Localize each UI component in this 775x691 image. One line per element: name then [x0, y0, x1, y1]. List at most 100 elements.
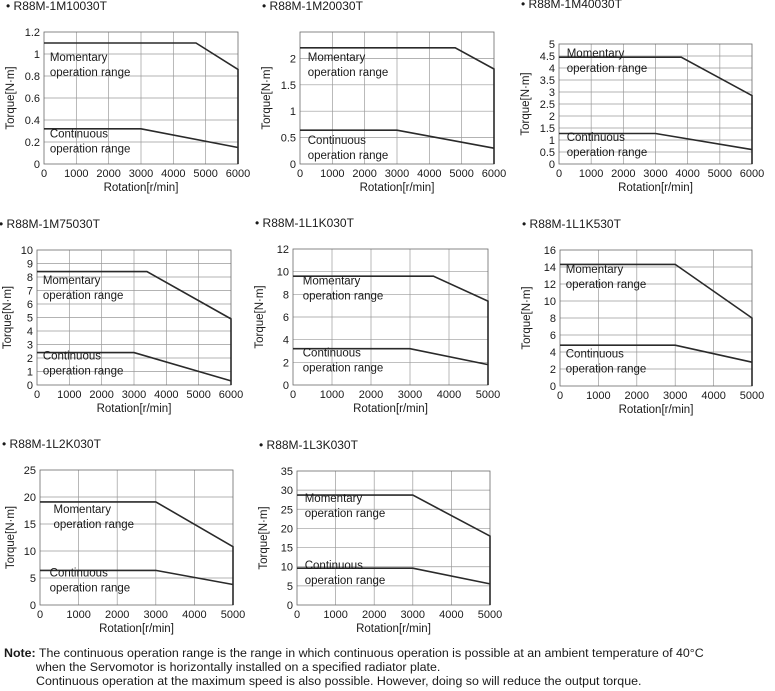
y-tick-label: 20	[281, 523, 293, 535]
y-tick-label: 15	[24, 519, 36, 531]
chart-panel: • R88M-1M75030T 0 1000 2000 3000 4000 5000 6000…	[0, 217, 243, 415]
momentary-range-label: Momentary	[54, 504, 112, 516]
note-line-2: when the Servomotor is horizontally inst…	[36, 660, 441, 674]
x-tick-label: 5000	[221, 609, 245, 621]
y-tick-label: 8	[550, 313, 556, 325]
momentary-range-label: Momentary	[43, 275, 101, 287]
continuous-curve	[44, 128, 239, 149]
y-tick-label: 3	[27, 340, 33, 352]
y-axis-label: Torque[N·m]	[2, 286, 14, 349]
x-tick-label: 3000	[385, 168, 409, 180]
momentary-range-label: operation range	[50, 67, 131, 79]
y-axis-label: Torque[N·m]	[521, 286, 533, 349]
continuous-range-label: operation range	[305, 575, 386, 587]
x-tick-label: 5000	[708, 168, 732, 180]
x-tick-label: 2000	[105, 609, 129, 621]
x-tick-label: 4000	[439, 609, 463, 621]
x-axis-label: Rotation[r/min]	[99, 623, 174, 635]
y-tick-label: 5	[549, 39, 555, 51]
chart-title: • R88M-1M75030T	[0, 217, 101, 231]
y-tick-label: 0.6	[25, 93, 40, 105]
chart-title: • R88M-1M40030T	[521, 0, 623, 11]
y-tick-label: 2	[283, 357, 289, 369]
y-tick-label: 0	[34, 159, 40, 171]
y-tick-label: 16	[544, 245, 556, 257]
x-tick-label: 0	[37, 609, 43, 621]
y-tick-label: 25	[281, 504, 293, 516]
y-tick-label: 5	[30, 573, 36, 585]
y-tick-label: 8	[27, 272, 33, 284]
x-tick-label: 6000	[219, 389, 243, 401]
continuous-range-label: operation range	[43, 365, 124, 377]
continuous-range-label: Continuous	[50, 129, 108, 141]
footnote: Note: The continuous operation range is …	[4, 646, 772, 688]
x-tick-label: 2000	[362, 609, 386, 621]
y-tick-label: 15	[281, 543, 293, 555]
x-tick-label: 5000	[476, 389, 500, 401]
momentary-curve	[40, 501, 234, 605]
x-tick-label: 0	[557, 390, 563, 402]
x-tick-label: 1000	[320, 389, 344, 401]
y-tick-label: 1	[549, 135, 555, 147]
y-tick-label: 25	[24, 465, 36, 477]
x-tick-label: 6000	[482, 168, 506, 180]
y-tick-label: 5	[27, 313, 33, 325]
y-tick-label: 20	[24, 492, 36, 504]
continuous-range-label: operation range	[566, 363, 647, 375]
chart-panel: • R88M-1L1K030T 0 1000 2000 3000 4000 5000 0 2 4 6…	[254, 216, 500, 415]
momentary-curve	[44, 42, 239, 164]
y-tick-label: 9	[27, 259, 33, 271]
momentary-range-label: Momentary	[566, 264, 624, 276]
y-tick-label: 0	[27, 380, 33, 392]
y-tick-label: 0.2	[25, 137, 40, 149]
y-axis-label: Torque[N·m]	[254, 285, 266, 348]
x-tick-label: 0	[41, 168, 47, 180]
plot-frame	[36, 249, 232, 386]
momentary-curve	[37, 270, 232, 385]
continuous-range-label: operation range	[308, 150, 389, 162]
chart-title: • R88M-1L1K530T	[522, 217, 622, 231]
momentary-range-label: operation range	[54, 519, 135, 531]
momentary-range-label: operation range	[308, 67, 389, 79]
x-axis-label: Rotation[r/min]	[104, 182, 179, 194]
note-line-1: The continuous operation range is the ra…	[38, 646, 704, 660]
continuous-curve	[300, 129, 495, 149]
x-axis-label: Rotation[r/min]	[360, 182, 435, 194]
y-tick-label: 0.5	[540, 147, 555, 159]
y-tick-label: 1	[290, 106, 296, 118]
x-tick-label: 2000	[89, 389, 113, 401]
y-tick-label: 7	[27, 286, 33, 298]
continuous-range-label: Continuous	[303, 347, 361, 359]
y-tick-label: 0.5	[281, 133, 296, 145]
momentary-curve	[560, 263, 753, 386]
x-tick-label: 3000	[144, 609, 168, 621]
x-axis-label: Rotation[r/min]	[356, 623, 431, 635]
y-tick-label: 2.5	[540, 99, 555, 111]
momentary-curve	[293, 275, 489, 385]
chart-panel: • R88M-1L2K030T 0 1000 2000 3000 4000 5000 0 5 10…	[2, 437, 245, 635]
continuous-range-label: Continuous	[567, 132, 625, 144]
y-tick-label: 0.8	[25, 71, 40, 83]
continuous-curve	[297, 567, 491, 585]
y-tick-label: 0	[549, 159, 555, 171]
continuous-curve	[559, 132, 753, 151]
y-tick-label: 4	[549, 63, 555, 75]
y-tick-label: 0	[30, 600, 36, 612]
y-tick-label: 10	[281, 562, 293, 574]
chart-panel: • R88M-1L1K530T 0 1000 2000 3000 4000 5000 0 2 4 6…	[521, 217, 764, 416]
y-tick-label: 0	[287, 600, 293, 612]
x-tick-label: 0	[297, 168, 303, 180]
chart-panel: • R88M-1M10030T 0 1000 2000 3000 4000 5000 6000…	[5, 0, 250, 194]
continuous-curve	[37, 351, 232, 382]
continuous-range-label: Continuous	[305, 560, 363, 572]
x-tick-label: 2000	[359, 389, 383, 401]
y-tick-label: 1	[27, 367, 33, 379]
y-tick-label: 6	[283, 312, 289, 324]
x-axis-label: Rotation[r/min]	[619, 404, 694, 416]
continuous-range-label: Continuous	[308, 135, 366, 147]
y-tick-label: 2	[550, 364, 556, 376]
y-tick-label: 4.5	[540, 51, 555, 63]
x-tick-label: 2000	[352, 168, 376, 180]
momentary-range-label: operation range	[305, 508, 386, 520]
y-tick-label: 10	[24, 546, 36, 558]
